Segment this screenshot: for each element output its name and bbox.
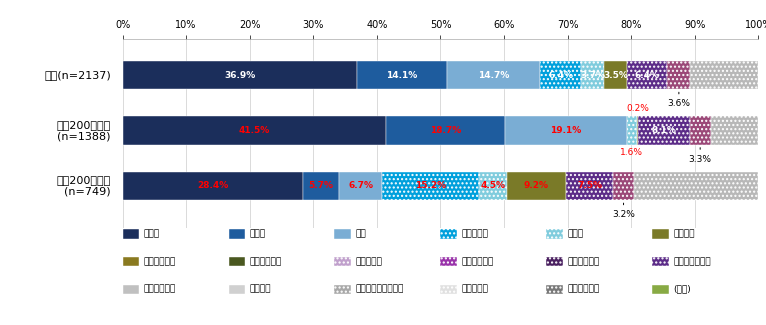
Bar (506, 116, 627, 145)
Bar (123, 61, 357, 89)
Text: 3.5%: 3.5% (603, 71, 628, 80)
Text: 3.2%: 3.2% (612, 203, 635, 219)
Text: 医療・福祉業: 医療・福祉業 (249, 257, 281, 266)
Text: 鉱業・採石業: 鉱業・採石業 (567, 285, 599, 294)
Text: 小売業: 小売業 (249, 229, 265, 239)
Text: 5.7%: 5.7% (309, 181, 334, 190)
Bar (357, 61, 447, 89)
Bar (637, 116, 638, 145)
Text: サービス業: サービス業 (461, 229, 488, 239)
Text: 3.7%: 3.7% (580, 71, 605, 80)
Text: 情報産業: 情報産業 (249, 285, 270, 294)
Text: 0.2%: 0.2% (626, 104, 649, 113)
Bar (614, 172, 633, 200)
Text: 28.4%: 28.4% (197, 181, 228, 190)
Bar (633, 172, 758, 200)
Text: 芸術・娯楽業: 芸術・娯楽業 (567, 257, 599, 266)
Bar (540, 61, 581, 89)
Text: 教育サービス業: 教育サービス業 (673, 257, 711, 266)
Bar (386, 116, 506, 145)
Text: 7.5%: 7.5% (577, 181, 602, 190)
Bar (638, 116, 689, 145)
Text: インフラ・公益事業: インフラ・公益事業 (355, 285, 404, 294)
Bar (479, 172, 507, 200)
Text: 6.4%: 6.4% (548, 71, 573, 80)
Bar (711, 116, 758, 145)
Bar (566, 172, 614, 200)
Text: 14.7%: 14.7% (478, 71, 509, 80)
Bar (382, 172, 479, 200)
Bar (667, 61, 690, 89)
Text: 運輸・倉庫業: 運輸・倉庫業 (143, 285, 175, 294)
Text: 6.7%: 6.7% (349, 181, 373, 190)
Bar (123, 172, 303, 200)
Bar (627, 116, 637, 145)
Bar (123, 116, 386, 145)
Bar (689, 116, 711, 145)
Bar (581, 61, 604, 89)
Text: 9.2%: 9.2% (524, 181, 549, 190)
Text: 1.6%: 1.6% (620, 148, 643, 157)
Text: 36.9%: 36.9% (224, 71, 256, 80)
Text: 3.6%: 3.6% (667, 92, 690, 109)
Text: 農林水産業: 農林水産業 (355, 257, 382, 266)
Bar (339, 172, 382, 200)
Text: 6.4%: 6.4% (634, 71, 660, 80)
Bar (447, 61, 540, 89)
Text: 3.3%: 3.3% (689, 148, 712, 164)
Text: 卸業: 卸業 (355, 229, 366, 239)
Text: 宿泊・飲食業: 宿泊・飲食業 (461, 257, 493, 266)
Text: 41.5%: 41.5% (239, 126, 270, 135)
Bar (507, 172, 566, 200)
Bar (627, 61, 667, 89)
Text: 建設業: 建設業 (567, 229, 583, 239)
Text: 金融・保険業: 金融・保険業 (143, 257, 175, 266)
Text: 4.5%: 4.5% (480, 181, 506, 190)
Text: 事業経営業: 事業経営業 (461, 285, 488, 294)
Text: 19.1%: 19.1% (551, 126, 581, 135)
Text: 14.1%: 14.1% (386, 71, 417, 80)
Bar (303, 172, 339, 200)
Bar (604, 61, 627, 89)
Text: 不動産業: 不動産業 (673, 229, 695, 239)
Text: 15.2%: 15.2% (414, 181, 446, 190)
Text: (未詳): (未詳) (673, 285, 691, 294)
Text: 製造業: 製造業 (143, 229, 159, 239)
Text: 18.7%: 18.7% (430, 126, 461, 135)
Bar (690, 61, 758, 89)
Text: 8.1%: 8.1% (652, 126, 676, 135)
